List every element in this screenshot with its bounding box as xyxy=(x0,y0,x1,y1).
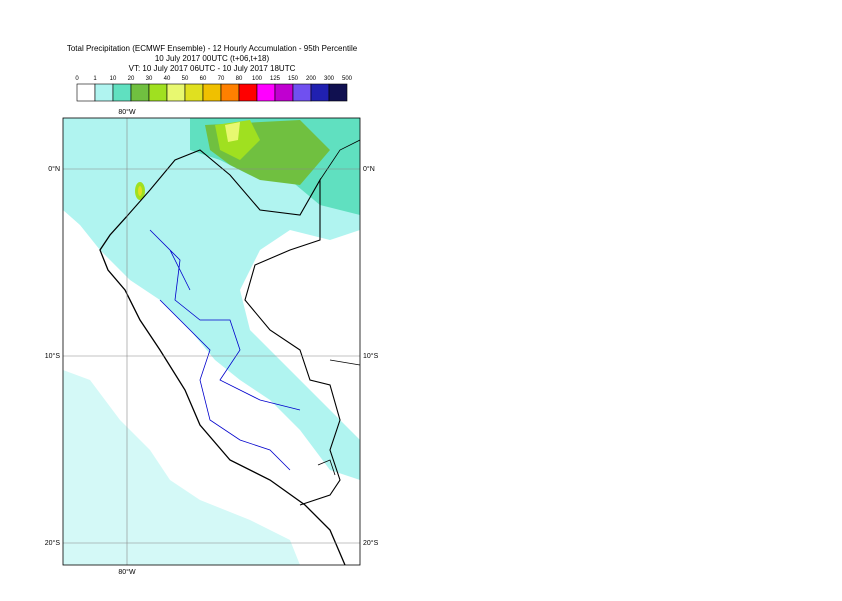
legend-swatch xyxy=(94,83,114,102)
lat-label: 10°S xyxy=(363,352,379,360)
legend-swatch xyxy=(256,83,276,102)
map: 80°W 80°W 0°N 10°S 20°S 0°N 10°S 20°S xyxy=(45,108,379,576)
legend-swatch xyxy=(130,83,150,102)
legend-swatch xyxy=(202,83,222,102)
legend-tick: 50 xyxy=(182,76,189,82)
lon-label: 80°W xyxy=(118,568,136,576)
legend-tick: 30 xyxy=(146,76,153,82)
lat-label: 0°N xyxy=(48,165,60,173)
legend-tick: 150 xyxy=(288,76,299,82)
lat-label: 20°S xyxy=(363,539,379,547)
legend-tick: 80 xyxy=(236,76,243,82)
valid-time: VT: 10 July 2017 06UTC - 10 July 2017 18… xyxy=(129,64,296,73)
legend-swatch xyxy=(310,83,330,102)
lat-label: 20°S xyxy=(45,539,61,547)
legend-swatch xyxy=(166,83,186,102)
legend-swatch xyxy=(274,83,294,102)
title: Total Precipitation (ECMWF Ensemble) - 1… xyxy=(67,44,358,53)
legend-tick: 10 xyxy=(110,76,117,82)
legend: 0 1 10 20 30 40 50 60 70 80 100 125 150 200 300 500 xyxy=(75,76,353,102)
legend-tick: 40 xyxy=(164,76,171,82)
legend-swatch xyxy=(112,83,132,102)
legend-swatch xyxy=(76,83,96,102)
subtitle: 10 July 2017 00UTC (t+06,t+18) xyxy=(155,54,270,63)
legend-swatch xyxy=(292,83,312,102)
legend-tick: 500 xyxy=(342,76,353,82)
legend-swatch xyxy=(148,83,168,102)
legend-tick: 1 xyxy=(93,76,97,82)
legend-swatch xyxy=(220,83,240,102)
legend-swatch xyxy=(328,83,348,102)
legend-tick: 125 xyxy=(270,76,281,82)
legend-tick: 100 xyxy=(252,76,263,82)
legend-tick: 200 xyxy=(306,76,317,82)
legend-tick: 70 xyxy=(218,76,225,82)
legend-tick: 0 xyxy=(75,76,79,82)
legend-tick: 300 xyxy=(324,76,335,82)
legend-tick: 60 xyxy=(200,76,207,82)
legend-swatch xyxy=(238,83,258,102)
lat-label: 0°N xyxy=(363,165,375,173)
legend-tick: 20 xyxy=(128,76,135,82)
legend-swatch xyxy=(184,83,204,102)
lon-label: 80°W xyxy=(118,108,136,116)
lat-label: 10°S xyxy=(45,352,61,360)
